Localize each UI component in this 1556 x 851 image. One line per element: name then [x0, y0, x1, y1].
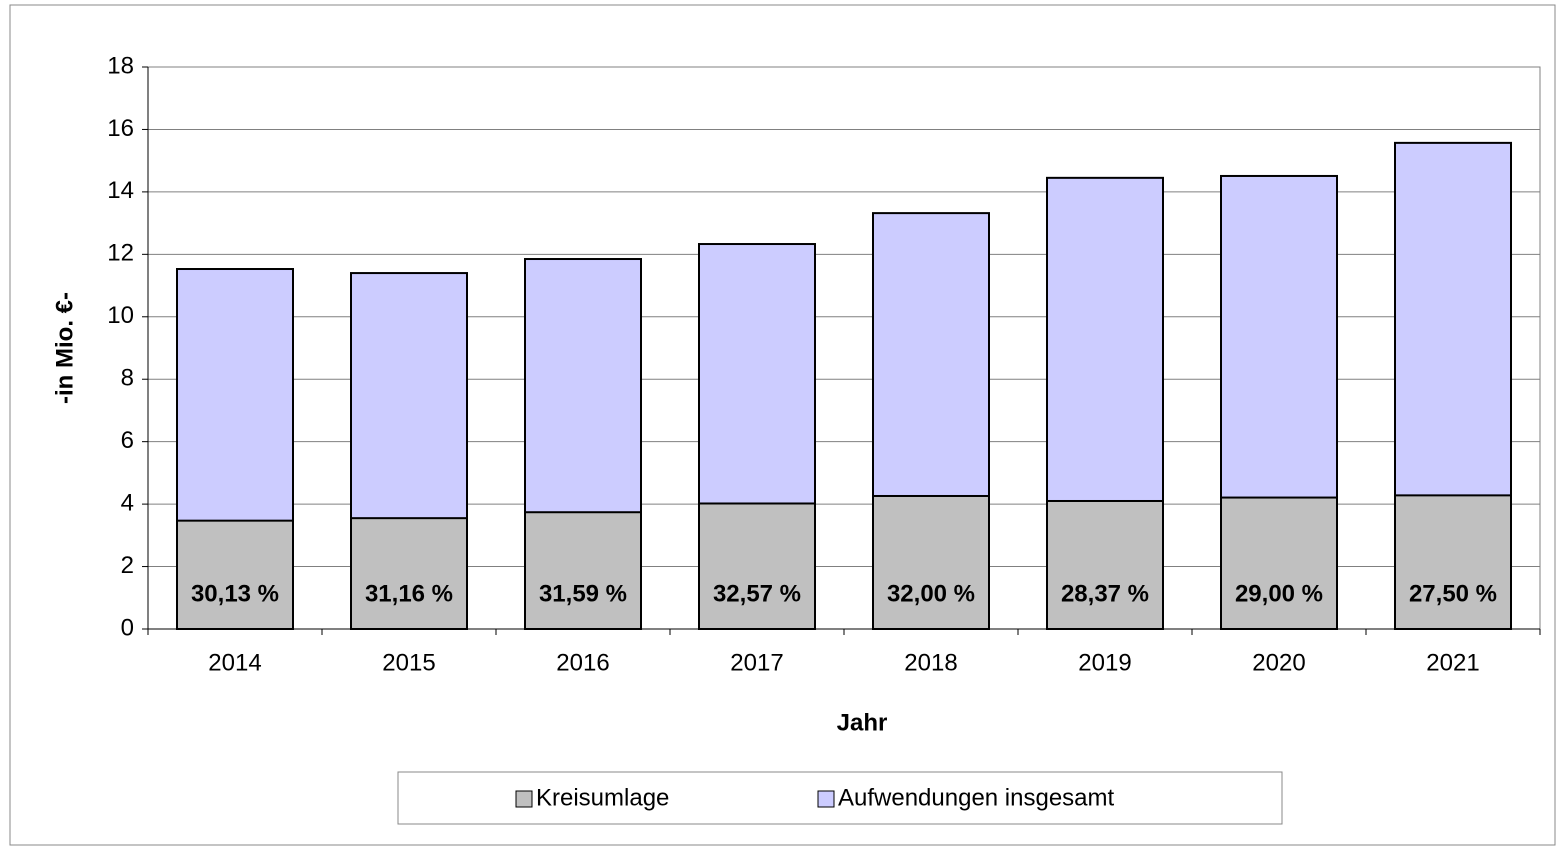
- legend-label: Kreisumlage: [536, 784, 669, 811]
- x-tick-label: 2020: [1252, 649, 1305, 676]
- x-tick-label: 2016: [556, 649, 609, 676]
- bar: [698, 502, 816, 630]
- y-tick-label: 4: [121, 489, 134, 516]
- bar: [1220, 496, 1338, 630]
- x-tick-label: 2021: [1426, 649, 1479, 676]
- annotation: 30,13 %: [191, 580, 279, 607]
- y-tick-label: 12: [107, 240, 134, 267]
- bar: [1046, 499, 1164, 630]
- annotation: 29,00 %: [1235, 580, 1323, 607]
- bar: [1394, 494, 1512, 630]
- x-tick-label: 2014: [208, 649, 261, 676]
- x-tick-label: 2019: [1078, 649, 1131, 676]
- annotation: 27,50 %: [1409, 580, 1497, 607]
- annotation: 32,00 %: [887, 580, 975, 607]
- bar: [350, 517, 468, 631]
- y-tick-label: 8: [121, 365, 134, 392]
- legend-swatch: [515, 790, 533, 808]
- legend-label: Aufwendungen insgesamt: [838, 784, 1115, 811]
- x-tick-label: 2015: [382, 649, 435, 676]
- legend-box: [397, 771, 1283, 825]
- y-tick-label: 10: [107, 302, 134, 329]
- y-tick-label: 6: [121, 427, 134, 454]
- y-tick-label: 18: [107, 52, 134, 79]
- x-axis-label: Jahr: [837, 709, 888, 736]
- y-axis-label: -in Mio. €-: [51, 292, 78, 404]
- y-tick-label: 0: [121, 614, 134, 641]
- annotation: 32,57 %: [713, 580, 801, 607]
- y-tick-label: 14: [107, 177, 134, 204]
- bar: [176, 519, 294, 630]
- annotation: 31,16 %: [365, 580, 453, 607]
- y-tick-label: 2: [121, 552, 134, 579]
- annotation: 28,37 %: [1061, 580, 1149, 607]
- bar: [872, 494, 990, 631]
- bar: [524, 511, 642, 630]
- annotation: 31,59 %: [539, 580, 627, 607]
- x-tick-label: 2017: [730, 649, 783, 676]
- legend-swatch: [817, 790, 835, 808]
- x-tick-label: 2018: [904, 649, 957, 676]
- y-tick-label: 16: [107, 115, 134, 142]
